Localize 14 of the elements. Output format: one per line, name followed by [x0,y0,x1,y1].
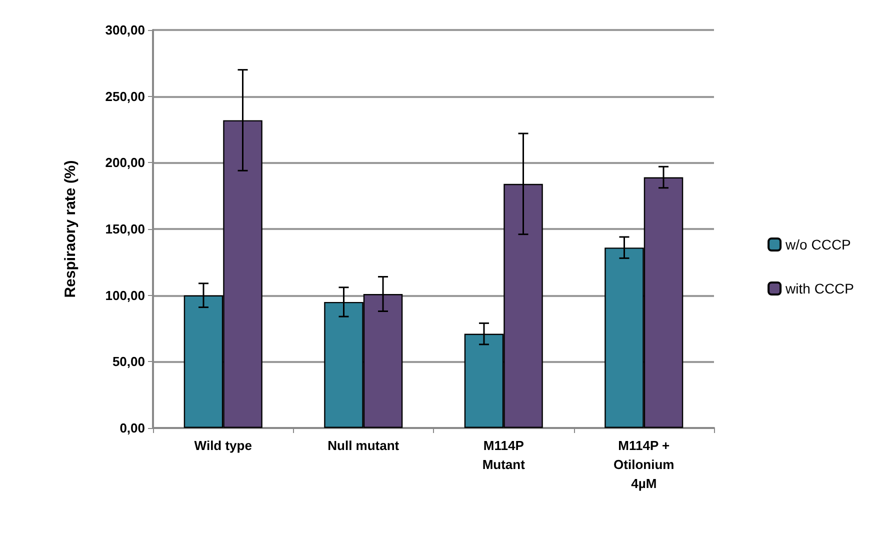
y-axis-title: Respiraory rate (%) [62,160,79,298]
y-tick-label: 200,00 [105,155,145,170]
y-tick-label: 250,00 [105,88,145,104]
y-tick-label: 150,00 [105,222,145,236]
x-tick-label: Wild type [194,438,252,453]
y-tick-label: 0,00 [120,420,145,436]
y-tick-label: 100,00 [105,288,145,303]
y-tick-label: 300,00 [105,22,145,38]
legend-label: w/o CCCP [784,236,851,252]
x-tick-label: M114P + Otilonium 4µM [614,438,674,491]
x-tick-label: Null mutant [328,438,400,453]
legend-label: with CCCP [784,280,854,296]
x-tick-label: M114P Mutant [482,438,526,472]
y-tick-label: 50,00 [112,354,145,370]
